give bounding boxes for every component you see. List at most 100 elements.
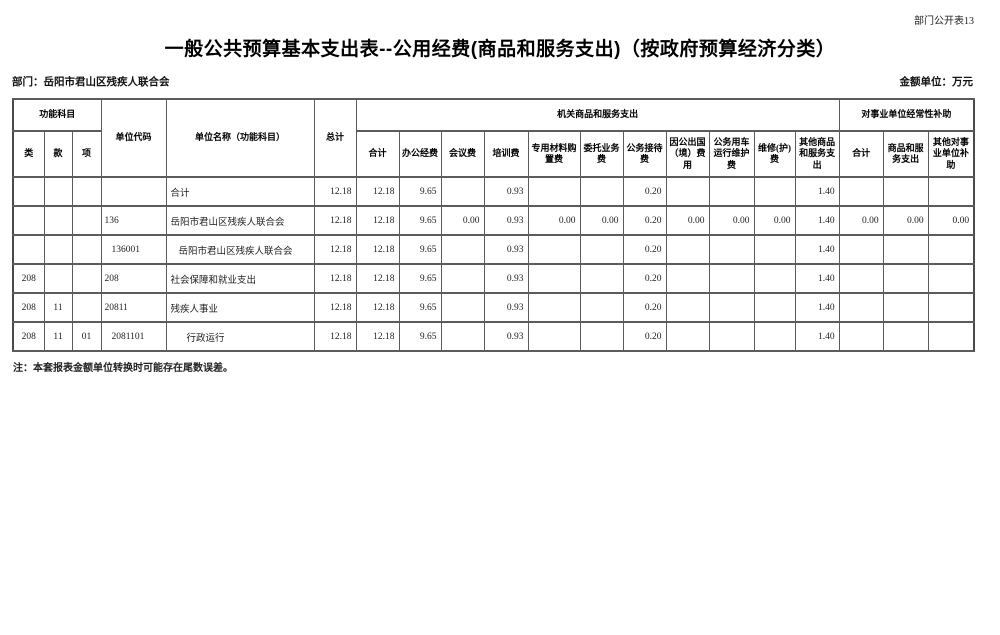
amount-unit-label: 金额单位：万元 xyxy=(899,77,974,88)
header-official-vehicle: 公务用车运行维护费 xyxy=(708,130,755,178)
cell-class xyxy=(12,234,45,265)
cell-value: 12.18 xyxy=(313,205,357,236)
page-title: 一般公共预算基本支出表--公用经费(商品和服务支出)（按政府预算经济分类） xyxy=(164,39,836,60)
cell-value: 0.20 xyxy=(622,205,667,236)
cell-value: 0.93 xyxy=(483,321,529,352)
header-meeting-fee: 会议费 xyxy=(440,130,485,178)
cell-value xyxy=(882,176,929,207)
cell-value: 0.00 xyxy=(440,205,485,236)
cell-section xyxy=(43,176,73,207)
cell-value xyxy=(579,321,624,352)
cell-unit-code xyxy=(100,176,167,207)
cell-item xyxy=(71,292,102,323)
header-class: 类 xyxy=(12,130,45,178)
cell-value xyxy=(753,263,796,294)
cell-value: 12.18 xyxy=(355,205,400,236)
cell-section: 11 xyxy=(43,321,73,352)
table-row: 合计 12.18 12.18 9.65 0.93 0.20 1.40 xyxy=(12,176,975,207)
header-grand-total: 总计 xyxy=(313,98,357,178)
cell-value xyxy=(527,292,581,323)
cell-value: 0.93 xyxy=(483,234,529,265)
cell-value xyxy=(665,292,710,323)
cell-value: 12.18 xyxy=(313,292,357,323)
header-entrusted-business: 委托业务费 xyxy=(579,130,624,178)
table-row: 208 11 01 2081101 行政运行 12.18 12.18 9.65 0.93 0.20… xyxy=(12,321,975,352)
cell-value: 12.18 xyxy=(355,263,400,294)
cell-value xyxy=(665,234,710,265)
cell-value xyxy=(708,321,755,352)
cell-value: 12.18 xyxy=(313,234,357,265)
department-label: 部门：岳阳市君山区残疾人联合会 xyxy=(12,77,170,88)
cell-unit-code: 2081101 xyxy=(100,321,167,352)
cell-item xyxy=(71,176,102,207)
cell-value xyxy=(708,176,755,207)
cell-value: 0.20 xyxy=(622,234,667,265)
cell-value: 0.20 xyxy=(622,321,667,352)
cell-value: 9.65 xyxy=(398,176,442,207)
cell-value xyxy=(882,292,929,323)
cell-unit-name: 社会保障和就业支出 xyxy=(165,263,315,294)
cell-value: 12.18 xyxy=(313,263,357,294)
cell-value xyxy=(753,176,796,207)
cell-value: 12.18 xyxy=(355,321,400,352)
cell-value xyxy=(882,263,929,294)
cell-item xyxy=(71,234,102,265)
budget-table: 功能科目 单位代码 单位名称（功能科目） 总计 机关商品和服务支出 对事业单位经… xyxy=(12,98,976,352)
cell-value: 9.65 xyxy=(398,205,442,236)
cell-value: 12.18 xyxy=(355,176,400,207)
cell-value: 1.40 xyxy=(794,321,840,352)
cell-value xyxy=(753,234,796,265)
cell-value xyxy=(838,321,884,352)
cell-value xyxy=(927,263,975,294)
header-subsidy-subtotal: 合计 xyxy=(838,130,884,178)
cell-class: 208 xyxy=(12,263,45,294)
cell-value: 0.93 xyxy=(483,263,529,294)
cell-value xyxy=(579,263,624,294)
header-org-subtotal: 合计 xyxy=(355,130,400,178)
cell-unit-name: 残疾人事业 xyxy=(165,292,315,323)
header-org-goods-services-group: 机关商品和服务支出 xyxy=(355,98,840,132)
cell-value: 0.00 xyxy=(665,205,710,236)
header-official-reception: 公务接待费 xyxy=(622,130,667,178)
cell-value xyxy=(440,234,485,265)
cell-value xyxy=(838,263,884,294)
cell-value: 9.65 xyxy=(398,321,442,352)
table-header: 功能科目 单位代码 单位名称（功能科目） 总计 机关商品和服务支出 对事业单位经… xyxy=(12,98,975,178)
cell-value xyxy=(440,321,485,352)
cell-value: 9.65 xyxy=(398,234,442,265)
cell-value xyxy=(665,176,710,207)
cell-unit-code: 136 xyxy=(100,205,167,236)
header-section: 款 xyxy=(43,130,73,178)
cell-unit-name: 合计 xyxy=(165,176,315,207)
header-office-expense: 办公经费 xyxy=(398,130,442,178)
cell-value xyxy=(665,321,710,352)
cell-value xyxy=(665,263,710,294)
table-row: 208 11 20811 残疾人事业 12.18 12.18 9.65 0.93 0.20 1.4… xyxy=(12,292,975,323)
cell-value: 0.00 xyxy=(708,205,755,236)
meta-row: 部门：岳阳市君山区残疾人联合会 金额单位：万元 xyxy=(12,74,973,89)
cell-value: 12.18 xyxy=(313,176,357,207)
cell-unit-name: 岳阳市君山区残疾人联合会 xyxy=(165,234,315,265)
header-functional-subject-group: 功能科目 xyxy=(12,98,102,132)
cell-value xyxy=(882,321,929,352)
cell-value xyxy=(882,234,929,265)
cell-value xyxy=(927,321,975,352)
cell-value: 0.20 xyxy=(622,176,667,207)
cell-value xyxy=(708,234,755,265)
cell-value xyxy=(708,263,755,294)
cell-value xyxy=(527,176,581,207)
cell-value: 9.65 xyxy=(398,263,442,294)
cell-class: 208 xyxy=(12,292,45,323)
header-unit-code: 单位代码 xyxy=(100,98,167,178)
cell-unit-code: 136001 xyxy=(100,234,167,265)
cell-value xyxy=(927,234,975,265)
table-row: 208 208 社会保障和就业支出 12.18 12.18 9.65 0.93 0.20 1.4… xyxy=(12,263,975,294)
cell-value: 0.93 xyxy=(483,176,529,207)
header-unit-name: 单位名称（功能科目） xyxy=(165,98,315,178)
cell-value: 0.00 xyxy=(753,205,796,236)
cell-unit-code: 208 xyxy=(100,263,167,294)
cell-value xyxy=(838,234,884,265)
cell-value: 0.00 xyxy=(927,205,975,236)
cell-value: 12.18 xyxy=(355,234,400,265)
header-maintenance-fee: 维修(护)费 xyxy=(753,130,796,178)
